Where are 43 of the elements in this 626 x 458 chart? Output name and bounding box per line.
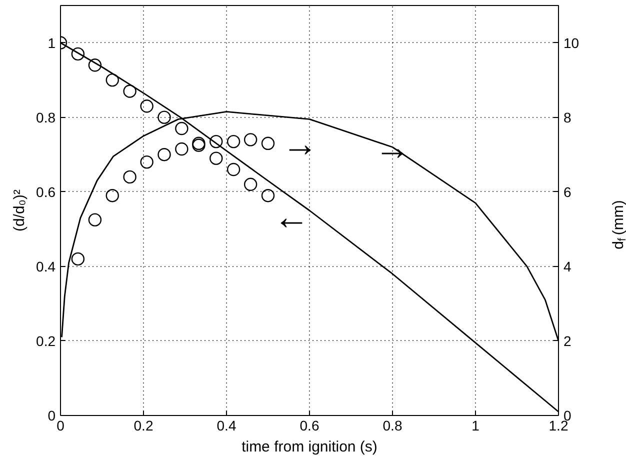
point xyxy=(88,213,102,226)
point xyxy=(261,189,275,202)
point xyxy=(106,189,119,202)
y2-tick-label: 10 xyxy=(564,34,580,51)
point xyxy=(106,73,119,87)
point xyxy=(158,110,171,124)
point xyxy=(123,170,136,184)
y2-tick-label: 4 xyxy=(564,258,572,274)
point xyxy=(140,155,154,169)
point xyxy=(71,252,85,266)
point xyxy=(210,152,223,165)
point xyxy=(261,136,275,150)
x-tick-label: 0.2 xyxy=(134,418,154,434)
point xyxy=(158,148,171,162)
point xyxy=(226,134,240,148)
x-tick-label: 0.6 xyxy=(300,418,320,434)
y-tick-label: 1 xyxy=(48,34,56,51)
x-tick-label: 0.8 xyxy=(382,418,402,434)
y-tick-label: 0.2 xyxy=(36,332,56,349)
point xyxy=(244,133,258,146)
point xyxy=(210,134,223,148)
point xyxy=(88,58,102,72)
point xyxy=(226,162,240,176)
x-axis-title: time from ignition (s) xyxy=(242,438,378,456)
point xyxy=(123,84,136,98)
x-tick-label: 0.4 xyxy=(216,418,236,434)
point xyxy=(71,47,85,61)
y-tick-label: 0.4 xyxy=(36,258,56,274)
annotation: → xyxy=(282,122,318,164)
y-tick-label: 0.8 xyxy=(36,109,56,126)
y-tick-label: 0.6 xyxy=(36,184,56,200)
y-axis-title: (d/d₀)² xyxy=(11,189,28,232)
point xyxy=(175,122,188,136)
y2-axis-title: df (mm) xyxy=(610,200,626,250)
point xyxy=(140,100,154,113)
y-tick-label: 0 xyxy=(48,408,56,424)
point xyxy=(244,178,258,191)
y2-tick-label: 6 xyxy=(564,184,572,200)
annotation: ← xyxy=(274,196,310,237)
point xyxy=(175,142,188,156)
y2-tick-label: 8 xyxy=(564,109,572,126)
x-tick-label: 1 xyxy=(472,418,480,434)
y2-tick-label: 2 xyxy=(564,332,572,349)
